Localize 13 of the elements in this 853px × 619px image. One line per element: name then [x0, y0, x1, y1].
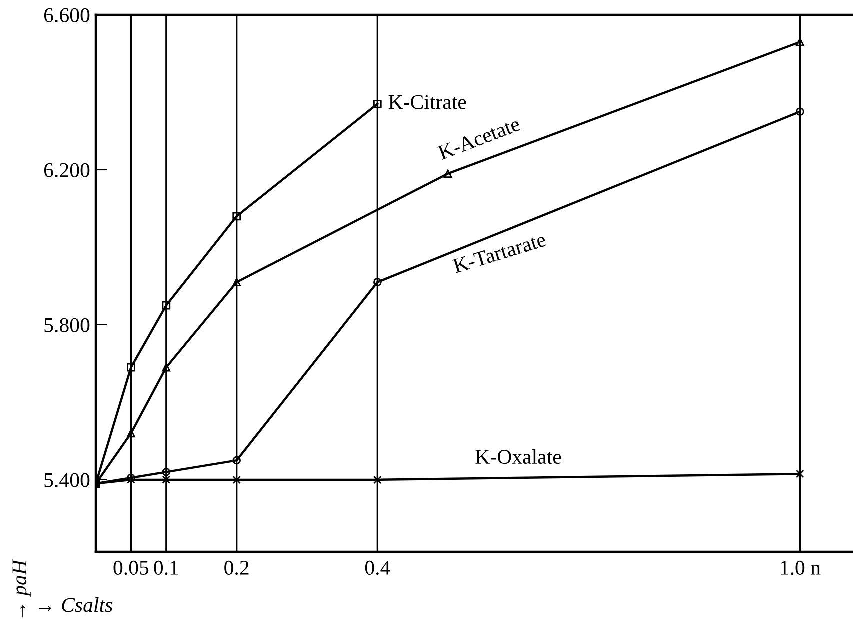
series-label: K-Citrate	[388, 95, 466, 110]
y-tick-label: 5.800	[44, 318, 90, 332]
x-tick-label: 0.1	[154, 560, 178, 576]
x-tick-label: 0.2	[224, 560, 249, 576]
x-tick-label: 0.05	[114, 560, 149, 576]
y-tick-label: 5.400	[44, 473, 90, 488]
y-tick-label: 6.600	[44, 8, 90, 23]
series-label: K-Oxalate	[476, 449, 562, 464]
y-axis-title: → paH	[12, 559, 31, 618]
x-tick-label: 1.0 n	[781, 560, 821, 576]
y-tick-label: 6.200	[44, 163, 90, 178]
x-axis-title: → Csalts	[39, 598, 113, 612]
x-tick-label: 0.4	[365, 560, 390, 576]
